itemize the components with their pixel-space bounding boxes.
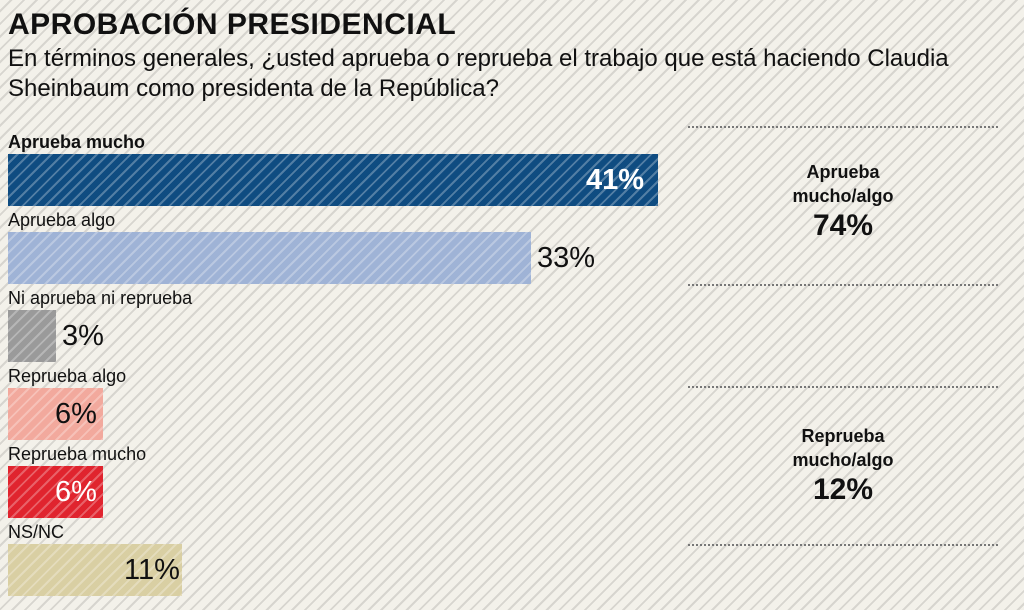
separator-lower-mid	[688, 386, 998, 388]
bar-6-value-label: 11%	[124, 554, 180, 586]
chart-title: APROBACIÓN PRESIDENCIAL	[8, 8, 457, 41]
summary-approve: Aprueba mucho/algo 74%	[698, 160, 988, 244]
bar-2-value-label: 33%	[537, 242, 596, 274]
bar-4	[8, 388, 103, 440]
bar-6-label: NS/NC	[8, 522, 65, 542]
summary-approve-label-line2: mucho/algo	[792, 186, 894, 206]
bar-5	[8, 466, 103, 518]
separator-top	[688, 126, 998, 128]
chart-subtitle: En términos generales, ¿usted aprueba o …	[8, 45, 949, 102]
bar-3-value-label: 3%	[62, 320, 104, 352]
summary-approve-value: 74%	[812, 209, 874, 242]
bar-6	[8, 544, 182, 596]
bar-4-label: Reprueba algo	[8, 366, 127, 386]
summary-disapprove-label-line1: Reprueba	[801, 426, 885, 446]
separator-upper-mid	[688, 284, 998, 286]
summary-approve-label-line1: Aprueba	[806, 162, 880, 182]
bar-3-label: Ni aprueba ni reprueba	[8, 288, 193, 308]
separator-bottom	[688, 544, 998, 546]
bar-1-value-label: 41%	[586, 164, 645, 196]
bar-2	[8, 232, 531, 284]
bar-4-value-label: 6%	[55, 398, 97, 430]
bar-5-value-label: 6%	[55, 476, 97, 508]
bar-3	[8, 310, 56, 362]
summary-disapprove-label-line2: mucho/algo	[792, 450, 894, 470]
bar-2-label: Aprueba algo	[8, 210, 116, 230]
bar-1-label: Aprueba mucho	[8, 132, 146, 152]
summary-disapprove-value: 12%	[812, 473, 874, 506]
bar-1	[8, 154, 658, 206]
summary-disapprove: Reprueba mucho/algo 12%	[698, 424, 988, 508]
bar-5-label: Reprueba mucho	[8, 444, 147, 464]
